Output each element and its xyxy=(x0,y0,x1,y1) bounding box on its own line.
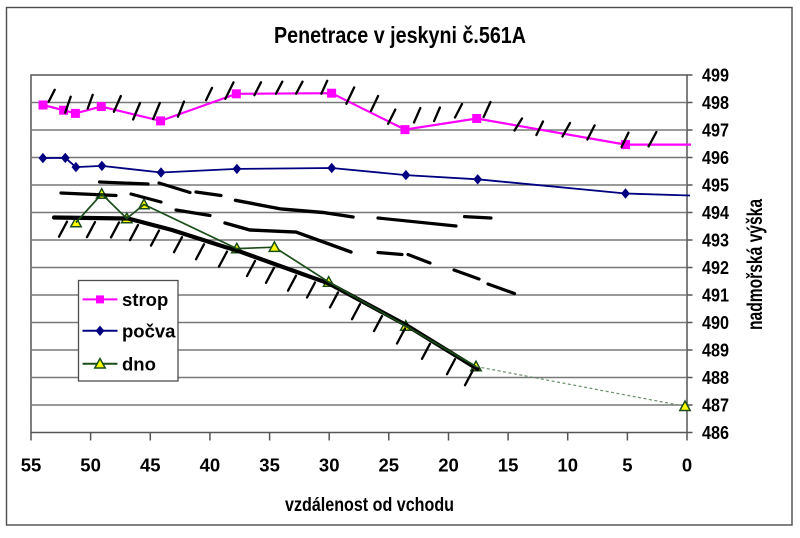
svg-text:Penetrace v jeskyni č.561A: Penetrace v jeskyni č.561A xyxy=(274,22,526,48)
svg-text:5: 5 xyxy=(622,455,632,476)
svg-text:nadmořská výška: nadmořská výška xyxy=(744,199,767,330)
svg-text:498: 498 xyxy=(702,92,729,113)
svg-text:491: 491 xyxy=(702,285,729,306)
svg-text:vzdálenost od vchodu: vzdálenost od vchodu xyxy=(285,495,454,516)
svg-text:496: 496 xyxy=(702,147,729,168)
svg-text:487: 487 xyxy=(702,395,729,416)
svg-text:488: 488 xyxy=(702,367,729,388)
svg-text:25: 25 xyxy=(379,455,400,476)
svg-text:0: 0 xyxy=(682,455,692,476)
svg-text:489: 489 xyxy=(702,340,729,361)
svg-text:počva: počva xyxy=(122,320,176,341)
svg-text:490: 490 xyxy=(702,312,729,333)
svg-text:10: 10 xyxy=(557,455,578,476)
svg-text:497: 497 xyxy=(702,120,729,141)
svg-text:499: 499 xyxy=(702,65,729,86)
svg-text:35: 35 xyxy=(259,455,280,476)
svg-text:50: 50 xyxy=(80,455,101,476)
svg-text:495: 495 xyxy=(702,175,729,196)
svg-text:20: 20 xyxy=(438,455,459,476)
svg-text:493: 493 xyxy=(702,230,729,251)
svg-text:dno: dno xyxy=(122,353,156,374)
svg-text:486: 486 xyxy=(702,422,729,443)
svg-text:494: 494 xyxy=(702,202,730,223)
svg-text:55: 55 xyxy=(21,455,42,476)
svg-text:40: 40 xyxy=(200,455,221,476)
svg-text:strop: strop xyxy=(122,289,168,310)
svg-text:15: 15 xyxy=(498,455,519,476)
svg-text:492: 492 xyxy=(702,257,729,278)
svg-text:45: 45 xyxy=(140,455,161,476)
svg-text:30: 30 xyxy=(319,455,340,476)
